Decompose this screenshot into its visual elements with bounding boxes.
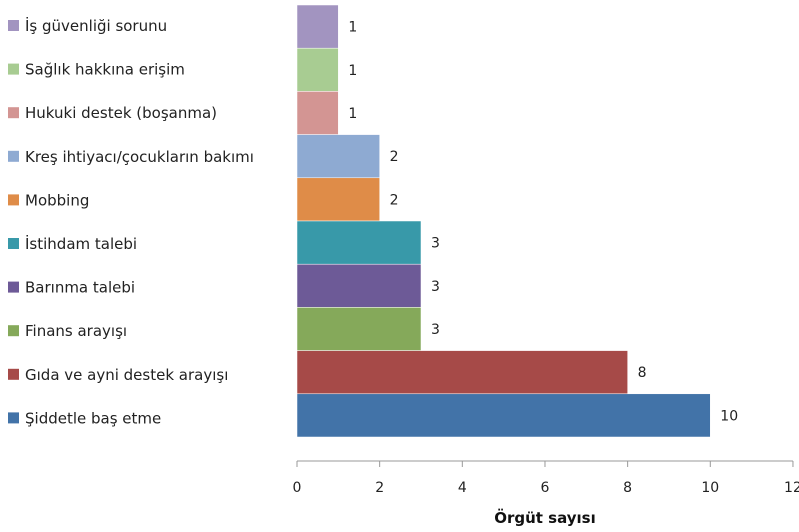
bar-8 — [296, 350, 628, 395]
legend-swatch-3 — [8, 150, 19, 162]
data-label-6: 3 — [431, 279, 440, 295]
bar-0 — [296, 4, 339, 49]
bars-group — [296, 4, 711, 438]
x-tick-label-2: 4 — [458, 480, 467, 496]
x-tick-label-6: 12 — [784, 480, 799, 496]
legend-swatch-9 — [8, 412, 19, 424]
legend-label-8: Gıda ve ayni destek arayışı — [25, 366, 228, 384]
x-axis-title: Örgüt sayısı — [494, 508, 596, 527]
legend-label-7: Finans arayışı — [25, 322, 127, 340]
x-tick-label-3: 6 — [541, 480, 550, 496]
legend-label-2: Hukuki destek (boşanma) — [25, 104, 217, 122]
legend: İş güvenliği sorunu Sağlık hakkına erişim… — [8, 16, 254, 427]
data-label-5: 3 — [431, 236, 440, 252]
data-label-0: 1 — [348, 20, 357, 36]
legend-swatch-6 — [8, 281, 19, 293]
x-tick-label-0: 0 — [293, 480, 302, 496]
legend-label-9: Şiddetle baş etme — [25, 409, 161, 427]
x-tick-label-1: 2 — [375, 480, 384, 496]
legend-swatch-5 — [8, 238, 19, 249]
bar-5 — [296, 220, 422, 265]
data-label-7: 3 — [431, 322, 440, 338]
data-label-4: 2 — [390, 192, 399, 208]
legend-label-4: Mobbing — [25, 191, 89, 209]
legend-swatch-7 — [8, 325, 19, 337]
legend-swatch-1 — [8, 63, 19, 75]
legend-swatch-8 — [8, 368, 19, 380]
x-tick-label-4: 8 — [623, 480, 632, 496]
legend-label-5: İstihdam talebi — [25, 234, 137, 253]
bar-7 — [296, 307, 422, 351]
data-label-2: 1 — [348, 106, 357, 122]
bar-3 — [296, 134, 380, 179]
data-label-8: 8 — [638, 365, 647, 381]
legend-swatch-4 — [8, 194, 19, 206]
bar-9 — [296, 393, 711, 438]
bar-4 — [296, 177, 380, 222]
bar-1 — [296, 47, 339, 92]
x-axis: 0 2 4 6 8 10 12 — [293, 460, 799, 496]
bar-2 — [296, 91, 339, 135]
legend-label-0: İş güvenliği sorunu — [25, 16, 167, 35]
data-label-3: 2 — [390, 149, 399, 165]
legend-swatch-0 — [8, 20, 19, 31]
legend-label-6: Barınma talebi — [25, 279, 135, 297]
legend-label-3: Kreş ihtiyacı/çocukların bakımı — [25, 148, 254, 166]
legend-label-1: Sağlık hakkına erişim — [25, 61, 185, 79]
data-label-9: 10 — [720, 408, 738, 424]
data-label-1: 1 — [348, 63, 357, 79]
legend-swatch-2 — [8, 107, 19, 119]
data-labels-group: 1 1 1 2 2 3 3 3 8 10 — [348, 20, 738, 425]
bar-6 — [296, 263, 422, 308]
x-tick-label-5: 10 — [701, 480, 719, 496]
